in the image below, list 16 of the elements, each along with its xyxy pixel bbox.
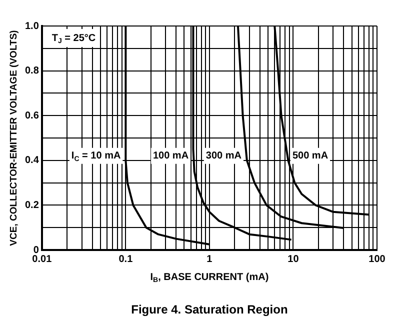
y-tick-label: 0 (33, 244, 40, 256)
x-tick-label: 0.1 (118, 254, 134, 265)
series-label: 500 mA (292, 150, 328, 162)
x-tick-label: 1 (206, 254, 213, 265)
y-tick-label: 1.0 (24, 20, 40, 32)
x-tick-label: 10 (288, 254, 300, 265)
y-tick-label: 0.4 (24, 155, 40, 166)
series-label: 300 mA (206, 150, 242, 162)
y-tick-label: 0.2 (24, 200, 40, 211)
y-axis-title: VCE, COLLECTOR-EMITTER VOLTAGE (VOLTS) (8, 30, 20, 246)
y-tick-label: 0.8 (24, 66, 40, 77)
x-tick-label: 100 (368, 254, 386, 265)
text: Figure 4. Saturation Region (131, 302, 288, 316)
y-tick-label: 0.6 (24, 110, 40, 122)
series-label: 100 mA (152, 150, 189, 162)
x-tick-label: 0.01 (32, 254, 52, 265)
